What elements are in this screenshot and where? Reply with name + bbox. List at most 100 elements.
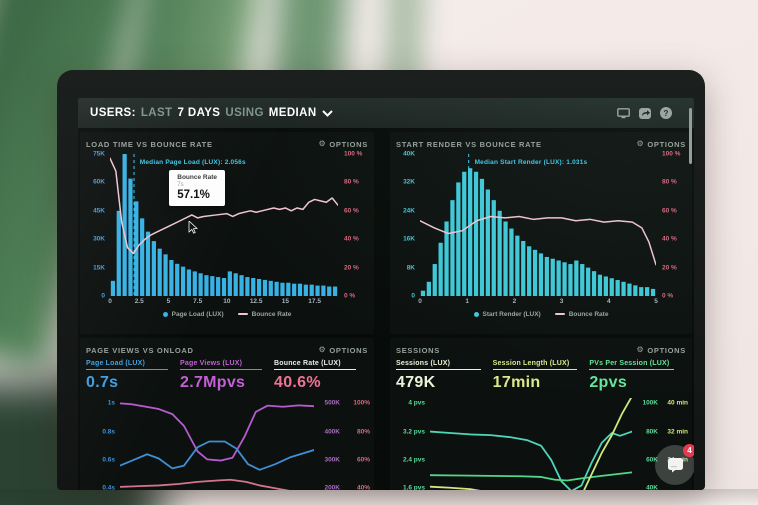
metric: Bounce Rate (LUX) 40.6% [274, 360, 368, 398]
panel-sessions: SESSIONS ⚙ OPTIONS Sessions (LUX) 479K Ses… [390, 338, 692, 490]
panel-start-render-vs-bounce-rate: START RENDER VS BOUNCE RATE ⚙ OPTIONS 40… [390, 132, 692, 334]
monitor-icon[interactable] [617, 107, 630, 119]
series-page-load-lux- [120, 442, 314, 470]
users-range-dropdown[interactable]: USERS: LAST 7 DAYS USING MEDIAN [90, 107, 333, 119]
metric-label: Page Views (LUX) [180, 360, 262, 370]
axis-tick: 40K [646, 484, 658, 490]
panel-title: SESSIONS [396, 345, 440, 355]
metric: Session Length (LUX) 17min [492, 360, 590, 398]
dashboard-screen: USERS: LAST 7 DAYS USING MEDIAN ? [78, 98, 694, 490]
legend-marker [237, 313, 248, 315]
axis-tick: 16K [403, 235, 415, 243]
page-views-vs-onload-chart [120, 398, 314, 490]
legend-item[interactable]: Start Render (LUX) [473, 311, 541, 318]
axis-tick: 80K 32 min [646, 428, 688, 436]
axis-tick: 2.5 [134, 298, 144, 305]
metric-value: 2pvs [589, 374, 628, 391]
legend-item[interactable]: Bounce Rate [237, 311, 291, 318]
axis-tick: 100 % [344, 150, 363, 158]
series-pvs-per-session-lux- [430, 472, 632, 480]
chat-button[interactable]: 4 [655, 444, 694, 485]
metric-value: 40.6% [274, 374, 321, 391]
axis-tick: 80 % [344, 178, 359, 186]
axis-tick: 3 [559, 298, 564, 305]
options-button[interactable]: ⚙ OPTIONS [636, 139, 686, 149]
metric-label: Page Load (LUX) [86, 360, 168, 370]
y-axis-right: 100 % 80 % 60 % 40 % 20 % 0 % [338, 150, 368, 300]
axis-tick: 20 % [344, 264, 359, 272]
scrollbar[interactable] [689, 108, 692, 164]
plot-page-views-onload [120, 398, 314, 490]
axis-tick: 400K 80% [324, 428, 370, 436]
axis-tick: 17.5 [308, 298, 321, 305]
series-sessions-lux- [430, 432, 632, 490]
axis-tick: 60 % [344, 207, 359, 215]
metric-label: PVs Per Session (LUX) [589, 360, 675, 370]
metric: Page Views (LUX) 2.7Mpvs [180, 360, 274, 398]
metric-value: 17min [492, 374, 541, 391]
axis-tick: 80 % [662, 178, 677, 186]
axis-tick: 0 % [662, 292, 674, 300]
metric-label: Bounce Rate (LUX) [274, 360, 356, 370]
axis-tick: 75K [93, 150, 105, 158]
metric-value: 0.7s [86, 374, 119, 391]
y-axis-left: 4 pvs 3.2 pvs 2.4 pvs 1.6 pvs [396, 398, 430, 490]
legend-marker [162, 311, 168, 317]
series-page-views-lux- [120, 403, 314, 460]
legend-item[interactable]: Page Load (LUX) [162, 311, 224, 318]
dashboard-topbar: USERS: LAST 7 DAYS USING MEDIAN ? [78, 98, 694, 128]
axis-tick: 2 [512, 298, 517, 305]
chart-legend: Start Render (LUX) Bounce Rate [396, 307, 686, 321]
mouse-cursor [188, 220, 198, 234]
y-axis-left: 75K 60K 45K 30K 15K 0 [86, 150, 110, 300]
axis-tick: 4 [606, 298, 611, 305]
axis-tick: 60K [93, 178, 105, 186]
help-icon[interactable]: ? [660, 107, 672, 119]
axis-tick: 10 [223, 298, 231, 305]
axis-tick: 3.2 pvs [402, 428, 425, 436]
axis-tick: 0.8s [102, 428, 115, 436]
tooltip-x-value: 7s [177, 181, 184, 188]
median-annotation: Median Start Render (LUX): 1.031s [474, 159, 588, 166]
legend-marker [554, 313, 565, 315]
metric-label: Sessions (LUX) [396, 360, 481, 370]
axis-tick: 24K [403, 207, 415, 215]
axis-tick: 12.5 [249, 298, 263, 305]
axis-tick: 40 % [344, 235, 359, 243]
load-time-vs-bounce-rate-chart [110, 154, 338, 296]
axis-tick: 32K [403, 178, 415, 186]
plot-load-time: Bounce Rate 7s 57.1% Median Page Load (L… [110, 154, 338, 296]
axis-tick: 60 % [662, 207, 677, 215]
axis-tick: 100 % [662, 150, 681, 158]
desk-surface [0, 489, 758, 505]
tooltip-value: 57.1% [177, 188, 210, 201]
metric-value: 479K [396, 374, 436, 391]
gear-icon: ⚙ [636, 345, 645, 354]
axis-tick: 200K 40% [324, 484, 370, 490]
legend-item[interactable]: Bounce Rate [554, 311, 608, 318]
series-bounce-rate-lux- [120, 480, 314, 490]
options-button[interactable]: ⚙ OPTIONS [636, 345, 686, 355]
axis-tick: 100K 40 min [642, 399, 688, 407]
tooltip-title: Bounce Rate [177, 173, 217, 181]
chart-legend: Page Load (LUX) Bounce Rate [86, 307, 368, 321]
metric: Sessions (LUX) 479K [396, 360, 493, 398]
axis-tick: 300K 60% [324, 456, 370, 464]
axis-tick: 0 [101, 292, 105, 300]
sessions-chart [430, 398, 632, 490]
notification-badge: 4 [683, 444, 694, 457]
options-button[interactable]: ⚙ OPTIONS [318, 345, 368, 355]
axis-tick: 0.4s [102, 484, 115, 490]
axis-tick: 2.4 pvs [402, 456, 425, 464]
axis-tick: 4 pvs [408, 399, 425, 407]
legend-marker [473, 311, 479, 317]
tooltip: Bounce Rate 7s 57.1% [169, 169, 225, 206]
series-session-length-lux- [430, 398, 632, 490]
share-icon[interactable] [639, 107, 651, 119]
axis-tick: 15 [281, 298, 289, 305]
plot-start-render: Median Start Render (LUX): 1.031s [420, 154, 656, 296]
panel-title: LOAD TIME VS BOUNCE RATE [86, 139, 213, 149]
panel-page-views-vs-onload: PAGE VIEWS VS ONLOAD ⚙ OPTIONS Page Load… [80, 338, 374, 490]
options-button[interactable]: ⚙ OPTIONS [318, 139, 368, 149]
start-render-vs-bounce-rate-chart [420, 154, 656, 296]
